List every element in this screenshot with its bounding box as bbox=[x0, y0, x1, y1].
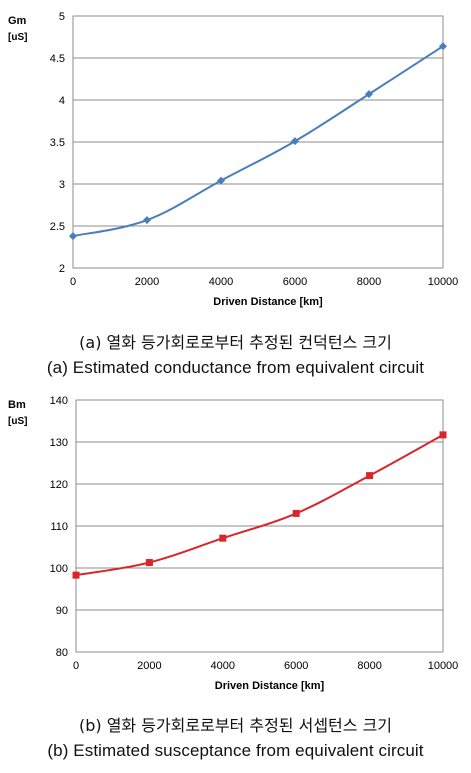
data-point-marker bbox=[219, 534, 227, 542]
x-tick-label: 6000 bbox=[284, 660, 308, 672]
data-point-marker bbox=[292, 509, 300, 517]
y-tick-label: 110 bbox=[50, 521, 68, 533]
series-line bbox=[75, 434, 444, 577]
y-axis-title: Bm bbox=[8, 399, 26, 411]
y-tick-label: 5 bbox=[59, 11, 65, 23]
data-point-marker bbox=[366, 472, 374, 480]
x-tick-label: 2000 bbox=[135, 276, 159, 288]
x-tick-label: 10000 bbox=[428, 660, 459, 672]
y-tick-label: 2.5 bbox=[50, 221, 65, 233]
susceptance-chart: 80 90 100 110 120 130 140 0 2000 4000 6000 8000 1000… bbox=[8, 395, 459, 692]
x-tick-label: 0 bbox=[70, 276, 76, 288]
y-tick-label: 120 bbox=[50, 479, 68, 491]
caption-b-english: (b) Estimated susceptance from equivalen… bbox=[47, 741, 424, 760]
y-axis-title: Gm bbox=[8, 15, 27, 27]
conductance-chart: 2 2.5 3 3.5 4 4.5 5 0 2000 4000 6000 8000 10000 Drive… bbox=[8, 11, 459, 308]
y-tick-label: 90 bbox=[56, 605, 68, 617]
data-point-marker bbox=[72, 571, 80, 579]
x-tick-label: 10000 bbox=[428, 276, 459, 288]
data-point-marker bbox=[291, 137, 299, 146]
data-point-marker bbox=[439, 42, 447, 51]
x-tick-label: 4000 bbox=[209, 276, 233, 288]
x-tick-label: 8000 bbox=[357, 660, 381, 672]
data-point-marker bbox=[365, 90, 373, 99]
y-tick-label: 4 bbox=[59, 95, 65, 107]
y-tick-label: 100 bbox=[50, 563, 68, 575]
y-tick-label: 4.5 bbox=[50, 53, 65, 65]
y-tick-label: 140 bbox=[50, 395, 68, 407]
x-tick-label: 2000 bbox=[137, 660, 161, 672]
x-axis-title: Driven Distance [km] bbox=[213, 296, 323, 308]
x-tick-label: 6000 bbox=[283, 276, 307, 288]
x-axis-title: Driven Distance [km] bbox=[215, 680, 325, 692]
data-point-marker bbox=[145, 559, 153, 567]
y-tick-label: 3.5 bbox=[50, 137, 65, 149]
caption-a-korean: (a) 열화 등가회로로부터 추정된 컨덕턴스 크기 bbox=[79, 333, 392, 352]
data-point-marker bbox=[69, 232, 77, 241]
x-tick-label: 4000 bbox=[211, 660, 235, 672]
y-tick-label: 80 bbox=[56, 647, 68, 659]
y-tick-label: 130 bbox=[50, 437, 68, 449]
series-line bbox=[72, 45, 444, 238]
y-tick-label: 2 bbox=[59, 263, 65, 275]
x-tick-label: 0 bbox=[73, 660, 79, 672]
x-tick-label: 8000 bbox=[357, 276, 381, 288]
data-point-marker bbox=[143, 216, 151, 225]
caption-a-english: (a) Estimated conductance from equivalen… bbox=[46, 358, 425, 377]
data-point-marker bbox=[217, 176, 225, 185]
y-axis-unit: [uS] bbox=[8, 32, 27, 43]
caption-b-korean: (b) 열화 등가회로로부터 추정된 서셉턴스 크기 bbox=[78, 716, 393, 735]
data-point-marker bbox=[439, 431, 447, 439]
y-axis-unit: [uS] bbox=[8, 416, 27, 427]
y-tick-label: 3 bbox=[59, 179, 65, 191]
